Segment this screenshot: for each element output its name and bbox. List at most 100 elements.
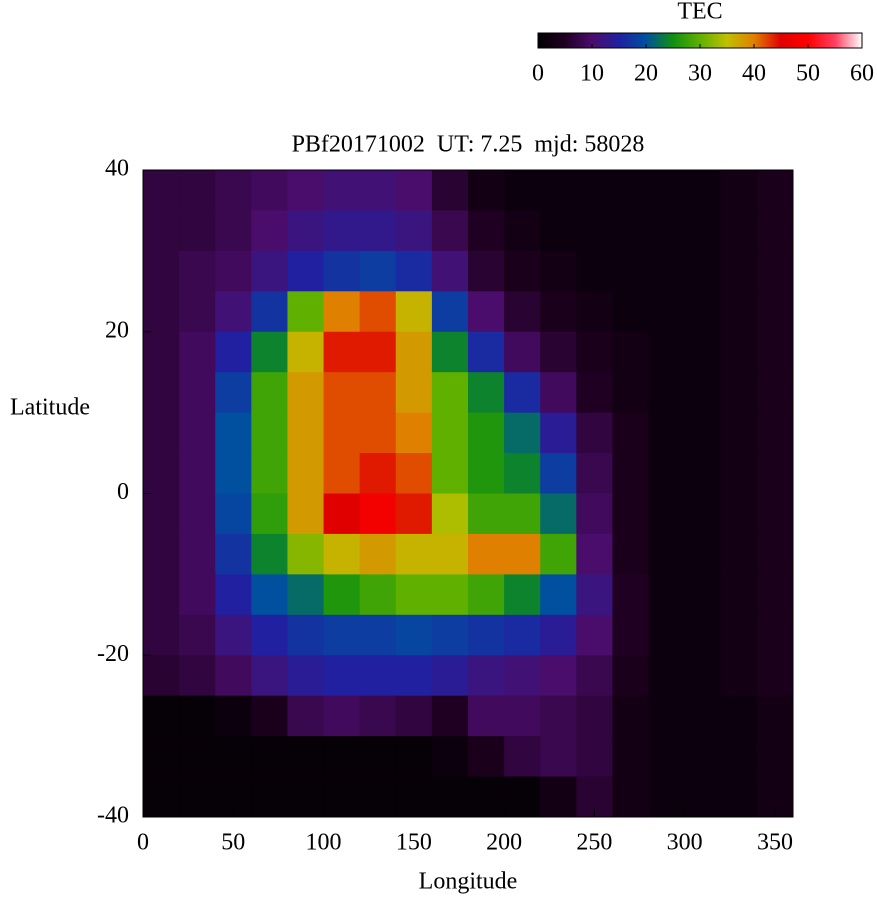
heatmap-cell xyxy=(540,776,577,818)
heatmap-cell xyxy=(576,655,613,697)
heatmap-cell xyxy=(143,574,180,616)
heatmap-cell xyxy=(323,170,361,211)
heatmap-cell xyxy=(576,170,613,211)
heatmap-cell xyxy=(576,250,613,292)
heatmap-cell xyxy=(251,695,288,737)
colorbar-tick-label: 30 xyxy=(688,61,712,87)
heatmap-cell xyxy=(143,736,180,778)
heatmap-cell xyxy=(287,655,325,697)
colorbar-tick-label: 10 xyxy=(580,61,604,87)
heatmap-cell xyxy=(684,655,722,697)
heatmap-cell xyxy=(287,170,325,211)
heatmap-cell xyxy=(287,250,325,292)
heatmap-cell xyxy=(359,210,397,252)
heatmap-cell xyxy=(179,291,216,333)
heatmap-cell xyxy=(612,736,650,778)
x-axis-label: Longitude xyxy=(419,869,518,895)
heatmap-cell xyxy=(468,210,505,252)
heatmap-cell xyxy=(359,776,397,818)
heatmap-cell xyxy=(323,695,361,737)
heatmap-cell xyxy=(215,493,252,535)
heatmap-cell xyxy=(359,372,397,414)
heatmap-cell xyxy=(576,412,613,454)
heatmap-cell xyxy=(684,372,722,414)
heatmap-cell xyxy=(395,574,433,616)
heatmap-cell xyxy=(431,776,469,818)
heatmap-cell xyxy=(395,210,433,252)
colorbar-tick-label: 60 xyxy=(850,61,874,87)
heatmap-cell xyxy=(215,372,252,414)
heatmap-cell xyxy=(684,736,722,778)
heatmap-cell xyxy=(612,533,650,575)
heatmap-cell xyxy=(756,291,794,333)
x-tick-label: 100 xyxy=(306,830,342,856)
heatmap-cell xyxy=(504,736,541,778)
heatmap-cell xyxy=(323,291,361,333)
heatmap-cell xyxy=(504,210,541,252)
heatmap-cell xyxy=(612,331,650,373)
heatmap-cell xyxy=(215,331,252,373)
heatmap-cell xyxy=(648,453,686,494)
heatmap-cell xyxy=(287,453,325,494)
heatmap-cell xyxy=(504,574,541,616)
heatmap-cell xyxy=(251,533,288,575)
heatmap-cell xyxy=(648,412,686,454)
heatmap-cell xyxy=(720,614,758,656)
heatmap-cell xyxy=(540,655,577,697)
heatmap-cell xyxy=(395,170,433,211)
heatmap-cell xyxy=(359,170,397,211)
heatmap-cell xyxy=(756,250,794,292)
heatmap-cell xyxy=(359,614,397,656)
heatmap-cell xyxy=(504,250,541,292)
heatmap-cell xyxy=(504,695,541,737)
heatmap-cell xyxy=(251,655,288,697)
heatmap-cell xyxy=(612,614,650,656)
heatmap-cell xyxy=(684,695,722,737)
heatmap-cell xyxy=(612,170,650,211)
heatmap-cell xyxy=(756,210,794,252)
y-tick-label: 40 xyxy=(105,156,129,182)
heatmap-cell xyxy=(504,533,541,575)
heatmap-cell xyxy=(143,695,180,737)
heatmap-cell xyxy=(395,614,433,656)
heatmap-cell xyxy=(143,210,180,252)
heatmap-cell xyxy=(540,736,577,778)
heatmap-cell xyxy=(540,453,577,494)
heatmap-cell xyxy=(540,493,577,535)
heatmap-cell xyxy=(540,574,577,616)
heatmap-cell xyxy=(504,655,541,697)
heatmap-cell xyxy=(540,250,577,292)
heatmap-cell xyxy=(251,574,288,616)
heatmap-cell xyxy=(395,655,433,697)
heatmap-cell xyxy=(720,533,758,575)
heatmap-cell xyxy=(576,695,613,737)
heatmap-cell xyxy=(756,614,794,656)
heatmap-cell xyxy=(431,210,469,252)
heatmap-cell xyxy=(287,493,325,535)
heatmap-cell xyxy=(251,372,288,414)
y-tick-label: 0 xyxy=(117,479,129,505)
heatmap-cell xyxy=(468,170,505,211)
heatmap-cell xyxy=(468,695,505,737)
heatmap-cell xyxy=(576,453,613,494)
heatmap-cell xyxy=(468,776,505,818)
heatmap-cell xyxy=(576,210,613,252)
heatmap-cell xyxy=(359,655,397,697)
x-tick-label: 200 xyxy=(486,830,522,856)
heatmap-cell xyxy=(251,614,288,656)
heatmap-cell xyxy=(179,655,216,697)
heatmap-cell xyxy=(720,493,758,535)
heatmap-cell xyxy=(720,250,758,292)
heatmap-cell xyxy=(215,736,252,778)
heatmap-cell xyxy=(648,574,686,616)
heatmap-cell xyxy=(251,331,288,373)
heatmap-cell xyxy=(576,372,613,414)
heatmap-cell xyxy=(251,776,288,818)
heatmap-cell xyxy=(251,170,288,211)
heatmap-cell xyxy=(612,695,650,737)
heatmap-cell xyxy=(720,574,758,616)
heatmap-cell xyxy=(431,736,469,778)
heatmap-cell xyxy=(612,655,650,697)
heatmap-cell xyxy=(612,210,650,252)
